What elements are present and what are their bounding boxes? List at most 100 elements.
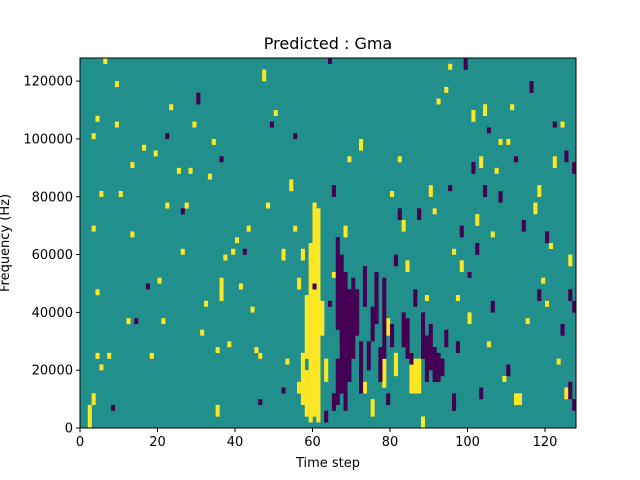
cell-low-41 [421, 312, 426, 359]
cell-high-25 [180, 248, 185, 255]
cell-low-43 [428, 323, 433, 371]
cell-high-85 [432, 208, 437, 215]
cell-high-13 [118, 190, 123, 197]
cell-low-67 [552, 121, 557, 128]
cell-high-82 [421, 416, 426, 429]
cell-high-104 [514, 393, 519, 406]
cell-low-46 [440, 358, 445, 377]
y-tick-label: 120000 [23, 75, 73, 90]
cell-high-4 [95, 289, 100, 296]
cell-low-25 [359, 341, 364, 394]
cell-high-105 [517, 393, 522, 406]
cell-high-76 [397, 156, 402, 163]
cell-low-6 [219, 156, 224, 163]
cell-low-1 [134, 318, 139, 325]
cell-high-89 [452, 248, 457, 255]
cell-high-20 [157, 277, 162, 284]
cell-high-88 [448, 63, 453, 70]
cell-high-110 [545, 300, 550, 307]
cell-low-62 [514, 156, 519, 163]
cell-low-44 [432, 347, 437, 382]
cell-low-73 [568, 289, 573, 302]
cell-high-38 [231, 248, 236, 255]
cell-low-35 [397, 208, 402, 221]
cell-high-116 [568, 254, 573, 267]
plot-frame [79, 57, 577, 429]
cell-high-55 [300, 248, 305, 261]
cell-high-97 [486, 341, 491, 348]
cell-low-21 [343, 271, 348, 411]
cell-high-79 [409, 352, 414, 394]
cell-high-31 [207, 173, 212, 180]
cell-high-44 [258, 352, 263, 359]
y-tick-label: 40000 [32, 306, 73, 321]
cell-low-74 [572, 162, 577, 174]
cell-low-3 [165, 133, 170, 140]
cell-high-12 [114, 121, 119, 128]
cell-high-72 [382, 358, 387, 388]
cell-high-6 [95, 115, 100, 122]
cell-low-63 [521, 219, 526, 232]
cell-high-18 [149, 352, 154, 359]
cell-high-48 [281, 248, 286, 261]
cell-low-37 [405, 318, 410, 359]
chart-title: Predicted : Gma [264, 34, 392, 53]
cell-high-7 [99, 364, 104, 371]
cell-high-111 [548, 243, 553, 249]
cell-high-42 [250, 306, 255, 313]
cell-high-96 [483, 104, 488, 117]
cell-low-64 [529, 81, 534, 93]
cell-high-24 [176, 167, 181, 174]
x-tick-label: 60 [304, 435, 321, 450]
cell-low-69 [564, 150, 569, 163]
cell-low-16 [331, 393, 336, 411]
y-axis-label: Frequency (Hz) [0, 194, 13, 292]
cell-low-51 [459, 225, 464, 238]
cell-high-21 [161, 318, 166, 325]
cell-low-66 [545, 231, 550, 244]
cell-high-29 [200, 329, 205, 336]
cell-high-37 [227, 341, 232, 348]
cell-low-60 [498, 190, 503, 203]
cell-high-68 [359, 138, 364, 151]
cell-high-65 [343, 225, 348, 238]
cell-high-102 [506, 138, 511, 145]
cell-low-31 [382, 277, 387, 359]
cell-low-22 [347, 289, 352, 382]
cell-low-53 [467, 271, 472, 278]
cell-high-40 [238, 283, 243, 290]
cell-high-70 [370, 399, 375, 417]
x-tick-label: 0 [76, 435, 84, 450]
cell-high-63 [331, 271, 336, 278]
cell-low-32 [386, 393, 391, 406]
cell-high-32 [211, 138, 216, 145]
cell-high-11 [114, 81, 119, 88]
cell-high-33 [215, 404, 220, 417]
cell-low-20 [339, 254, 344, 394]
cell-high-35 [219, 277, 224, 302]
cell-high-23 [169, 104, 174, 111]
cell-high-90 [455, 295, 460, 302]
y-tick-label: 100000 [23, 132, 73, 147]
y-axis: 0 20000 40000 60000 80000 100000 120000 [23, 75, 80, 437]
cell-high-49 [285, 358, 290, 365]
x-tick-label: 40 [227, 435, 244, 450]
cell-high-54 [300, 352, 305, 406]
cell-high-66 [347, 156, 352, 163]
cell-low-12 [312, 283, 317, 290]
cell-low-68 [560, 323, 565, 336]
cell-high-28 [192, 121, 197, 128]
cell-high-74 [390, 190, 395, 197]
cell-high-95 [479, 156, 484, 169]
cell-high-93 [471, 110, 476, 122]
cell-high-91 [459, 260, 464, 273]
cell-high-62 [324, 358, 329, 382]
cell-high-99 [494, 167, 499, 174]
cell-low-70 [568, 381, 573, 400]
cell-low-55 [475, 243, 480, 255]
cell-low-33 [390, 323, 395, 348]
cell-low-40 [417, 208, 422, 221]
cell-high-8 [99, 190, 104, 197]
cell-high-80 [413, 358, 418, 394]
x-tick-label: 100 [455, 435, 480, 450]
